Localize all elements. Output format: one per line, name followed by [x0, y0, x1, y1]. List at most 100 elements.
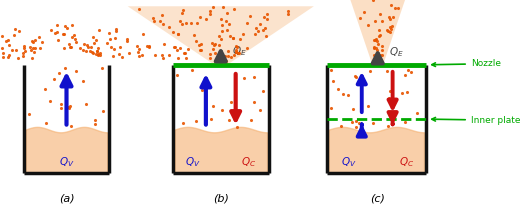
- Point: [96, 54, 104, 57]
- Point: [371, 46, 380, 49]
- Point: [218, 23, 227, 26]
- Point: [0, 51, 7, 55]
- Point: [91, 122, 99, 125]
- Point: [220, 59, 229, 62]
- Point: [352, 126, 361, 129]
- Point: [92, 53, 100, 56]
- Point: [139, 32, 147, 36]
- Point: [178, 11, 187, 14]
- Point: [63, 27, 72, 30]
- Point: [155, 19, 164, 22]
- Text: $Q_V$: $Q_V$: [59, 155, 74, 169]
- Point: [211, 51, 219, 54]
- Point: [403, 90, 411, 94]
- Point: [251, 32, 260, 36]
- Point: [371, 19, 379, 23]
- Point: [234, 51, 242, 54]
- Point: [157, 53, 166, 56]
- Point: [179, 8, 187, 11]
- Point: [46, 100, 55, 103]
- Point: [11, 28, 19, 31]
- Point: [14, 30, 23, 33]
- Point: [30, 38, 39, 41]
- Point: [206, 56, 214, 60]
- Point: [193, 22, 202, 25]
- Point: [181, 51, 190, 55]
- Point: [383, 69, 391, 72]
- Point: [246, 14, 254, 18]
- Point: [118, 56, 126, 59]
- Point: [137, 54, 146, 57]
- Point: [123, 37, 131, 41]
- Point: [53, 23, 62, 27]
- Point: [176, 46, 185, 50]
- Point: [223, 49, 232, 53]
- Point: [25, 112, 34, 116]
- Point: [377, 44, 386, 47]
- Point: [57, 102, 65, 105]
- Point: [123, 40, 131, 43]
- Point: [88, 50, 96, 54]
- Point: [145, 44, 153, 47]
- Point: [218, 29, 226, 32]
- Point: [64, 106, 73, 110]
- Point: [19, 52, 27, 55]
- Point: [49, 77, 58, 81]
- Point: [135, 54, 143, 57]
- Point: [116, 45, 124, 48]
- Point: [28, 46, 37, 50]
- Point: [247, 118, 255, 121]
- Point: [47, 28, 55, 32]
- Text: $Q_V$: $Q_V$: [340, 155, 356, 169]
- Point: [360, 10, 368, 13]
- Polygon shape: [128, 6, 314, 65]
- Point: [370, 38, 378, 42]
- Point: [80, 42, 88, 45]
- Text: (b): (b): [213, 194, 229, 204]
- Point: [98, 110, 107, 113]
- Point: [197, 49, 206, 52]
- Point: [372, 39, 381, 42]
- Point: [64, 105, 72, 108]
- Point: [375, 56, 384, 59]
- Point: [376, 13, 385, 16]
- Point: [373, 42, 382, 46]
- Point: [209, 105, 218, 108]
- Point: [93, 49, 102, 52]
- Point: [355, 122, 363, 125]
- Point: [83, 43, 92, 46]
- Point: [93, 49, 102, 52]
- Point: [259, 28, 267, 31]
- Point: [181, 21, 190, 24]
- Point: [365, 69, 374, 73]
- Point: [413, 111, 421, 115]
- Point: [221, 55, 230, 58]
- Point: [26, 46, 34, 49]
- Point: [11, 48, 20, 52]
- Point: [180, 51, 188, 55]
- Point: [240, 76, 248, 79]
- Point: [225, 119, 233, 122]
- Point: [165, 25, 174, 28]
- Point: [20, 45, 29, 48]
- Point: [86, 49, 95, 52]
- Text: $Q_E$: $Q_E$: [232, 44, 247, 58]
- Point: [255, 22, 264, 25]
- Point: [184, 47, 193, 50]
- Point: [196, 42, 205, 45]
- Point: [192, 119, 201, 122]
- Point: [42, 121, 51, 125]
- Point: [90, 118, 99, 121]
- Point: [378, 54, 386, 57]
- Point: [41, 87, 49, 90]
- Point: [377, 48, 386, 52]
- Point: [387, 28, 395, 31]
- Point: [370, 46, 379, 49]
- Point: [179, 121, 187, 125]
- Point: [250, 76, 259, 79]
- Point: [327, 107, 335, 110]
- Point: [375, 34, 384, 37]
- Polygon shape: [340, 0, 415, 65]
- Point: [221, 59, 230, 63]
- Point: [391, 6, 400, 9]
